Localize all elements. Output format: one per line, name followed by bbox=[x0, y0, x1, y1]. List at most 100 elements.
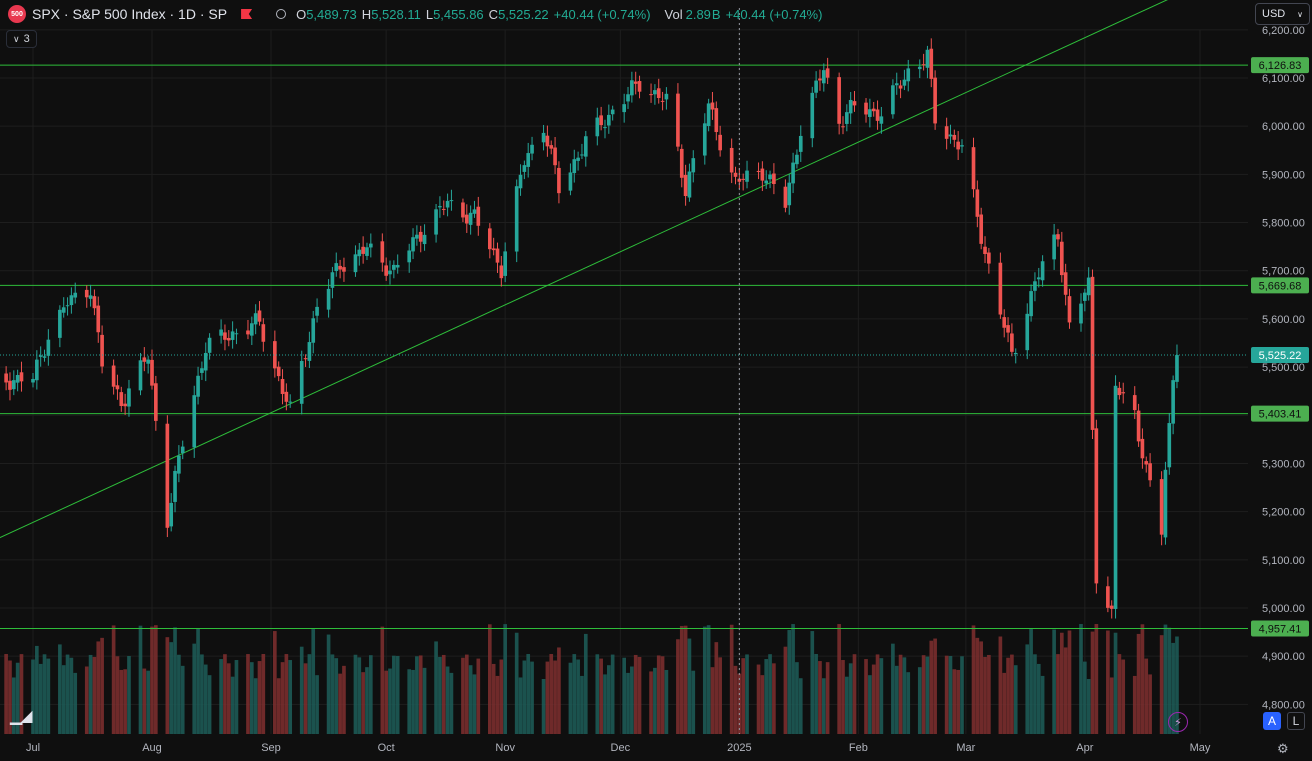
candle-body bbox=[307, 342, 312, 361]
chevron-down-icon: ∨ bbox=[1297, 9, 1303, 19]
volume-label: Vol bbox=[664, 6, 683, 22]
volume-bar bbox=[952, 669, 957, 734]
candle-body bbox=[449, 200, 454, 202]
tradingview-logo-icon[interactable]: ▁◢ bbox=[10, 708, 33, 725]
volume-bar bbox=[580, 675, 584, 734]
volume-bar bbox=[522, 660, 527, 734]
volume-bar bbox=[971, 625, 976, 734]
candle-body bbox=[948, 134, 953, 137]
x-tick-label: 2025 bbox=[727, 742, 751, 754]
candle-body bbox=[610, 109, 615, 115]
indicators-toggle-button[interactable]: ∨ 3 bbox=[6, 30, 37, 48]
volume-bar bbox=[1052, 629, 1056, 734]
volume-bar bbox=[706, 625, 711, 734]
volume-bar bbox=[845, 676, 849, 734]
x-tick-label: Feb bbox=[849, 742, 868, 754]
volume-bar bbox=[821, 678, 826, 734]
candle-body bbox=[192, 395, 197, 448]
log-scale-button[interactable]: L bbox=[1287, 712, 1305, 730]
candle-body bbox=[975, 189, 980, 217]
candle-body bbox=[407, 250, 412, 263]
candle-body bbox=[925, 49, 930, 68]
trend-line[interactable] bbox=[0, 0, 1196, 545]
candle-body bbox=[100, 334, 104, 367]
volume-bar bbox=[1086, 678, 1091, 734]
candle-body bbox=[879, 116, 884, 124]
flag-icon[interactable] bbox=[241, 9, 252, 19]
volume-bar bbox=[956, 669, 960, 734]
volume-bar bbox=[729, 624, 734, 734]
volume-bar bbox=[138, 625, 143, 734]
candle-body bbox=[487, 228, 492, 250]
volume-bar bbox=[257, 661, 262, 734]
volume-bar bbox=[1140, 624, 1145, 734]
x-tick-label: Apr bbox=[1076, 742, 1093, 754]
volume-bar bbox=[741, 658, 746, 734]
candle-body bbox=[388, 270, 392, 275]
candle-body bbox=[710, 102, 715, 110]
volume-bar bbox=[1010, 654, 1014, 734]
volume-bar bbox=[837, 624, 841, 734]
currency-select[interactable]: USD ∨ bbox=[1255, 3, 1310, 25]
candle-body bbox=[545, 135, 550, 147]
volume-bar bbox=[921, 655, 926, 734]
candle-body bbox=[253, 313, 258, 325]
lightning-icon[interactable]: ⚡ bbox=[1168, 712, 1188, 732]
volume-bar bbox=[19, 654, 24, 734]
y-tick-label: 5,900.00 bbox=[1262, 169, 1305, 181]
volume-bar bbox=[1094, 624, 1099, 734]
level-price-label: 5,669.68 bbox=[1259, 280, 1302, 292]
candle-body bbox=[468, 212, 473, 225]
candle-body bbox=[115, 385, 120, 390]
volume-bar bbox=[1175, 636, 1179, 734]
volume-bar bbox=[127, 655, 131, 734]
x-tick-label: Dec bbox=[611, 742, 631, 754]
y-tick-label: 4,900.00 bbox=[1262, 651, 1305, 663]
candle-body bbox=[960, 145, 964, 147]
volume-bar bbox=[925, 656, 930, 734]
volume-bar bbox=[499, 659, 504, 734]
volume-bar bbox=[223, 654, 227, 734]
candle-body bbox=[871, 108, 876, 112]
candle-body bbox=[606, 114, 611, 126]
candle-body bbox=[1171, 380, 1175, 424]
symbol-logo[interactable]: 500 bbox=[8, 5, 26, 23]
candle-body bbox=[1148, 463, 1152, 481]
candle-body bbox=[365, 247, 369, 256]
candle-body bbox=[1132, 395, 1137, 411]
y-tick-label: 5,200.00 bbox=[1262, 507, 1305, 519]
y-tick-label: 4,800.00 bbox=[1262, 699, 1305, 711]
candle-body bbox=[1090, 276, 1095, 430]
y-tick-label: 5,100.00 bbox=[1262, 555, 1305, 567]
candle-body bbox=[837, 77, 841, 124]
volume-bar bbox=[906, 672, 911, 734]
volume-bar bbox=[894, 665, 899, 734]
volume-bar bbox=[284, 654, 289, 734]
currency-value: USD bbox=[1262, 8, 1286, 20]
volume-bar bbox=[1109, 677, 1114, 734]
candle-body bbox=[257, 310, 262, 322]
volume-bar bbox=[418, 655, 423, 734]
volume-bar bbox=[449, 672, 454, 734]
candle-body bbox=[572, 159, 577, 174]
volume-bar bbox=[1013, 665, 1018, 734]
volume-bar bbox=[1167, 627, 1172, 734]
gear-icon[interactable]: ⚙ bbox=[1277, 741, 1289, 756]
market-status-icon[interactable] bbox=[276, 9, 287, 19]
volume-bar bbox=[768, 654, 772, 734]
volume-bar bbox=[622, 657, 627, 734]
volume-bar bbox=[649, 671, 653, 734]
volume-bar bbox=[491, 663, 496, 734]
volume-bar bbox=[825, 662, 830, 734]
level-price-tag bbox=[1251, 57, 1309, 74]
symbol-title[interactable]: SPX · S&P 500 Index · 1D · SP bbox=[32, 6, 228, 22]
candle-body bbox=[702, 123, 707, 156]
volume-bar bbox=[395, 655, 400, 734]
volume-bar bbox=[276, 678, 281, 734]
candle-body bbox=[380, 241, 385, 263]
y-tick-label: 5,500.00 bbox=[1262, 362, 1305, 374]
volume-bar bbox=[530, 661, 534, 734]
auto-scale-button[interactable]: A bbox=[1263, 712, 1281, 730]
candle-body bbox=[737, 178, 742, 182]
